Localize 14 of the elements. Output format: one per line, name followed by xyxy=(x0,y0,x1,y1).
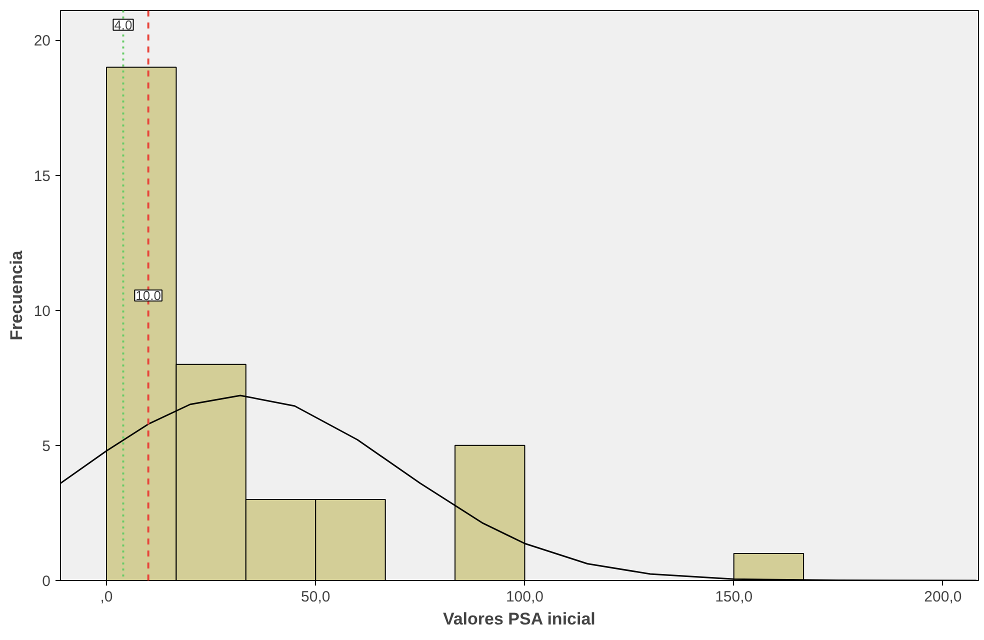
x-axis-title: Valores PSA inicial xyxy=(442,610,596,628)
y-axis-title: Frecuencia xyxy=(6,250,26,340)
y-tick-label: 0 xyxy=(42,573,50,590)
x-tick-label: 100,0 xyxy=(506,588,544,606)
ref-line-label: 10.0 xyxy=(136,288,161,303)
x-tick-label: 150,0 xyxy=(715,588,753,606)
x-tick-label: 200,0 xyxy=(924,588,962,606)
x-tick-label: 50,0 xyxy=(301,588,330,606)
x-tick-label: ,0 xyxy=(100,588,113,606)
y-tick-label: 5 xyxy=(42,438,50,455)
y-tick-label: 15 xyxy=(34,168,51,185)
ref-line-label: 4.0 xyxy=(114,17,132,32)
y-tick-label: 20 xyxy=(34,32,51,50)
y-tick-label: 10 xyxy=(34,302,51,320)
